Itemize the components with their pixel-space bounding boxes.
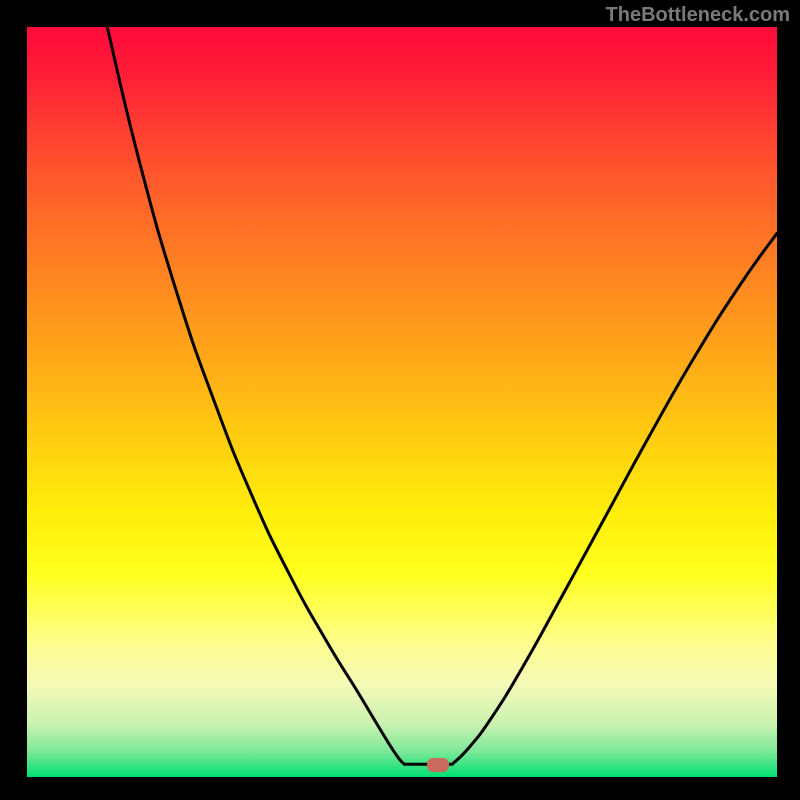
optimal-marker bbox=[427, 758, 449, 772]
bottleneck-curve bbox=[27, 27, 777, 777]
watermark-label: TheBottleneck.com bbox=[606, 4, 790, 27]
chart-container: TheBottleneck.com bbox=[0, 0, 800, 800]
curve-path bbox=[107, 27, 777, 764]
plot-area bbox=[27, 27, 777, 777]
